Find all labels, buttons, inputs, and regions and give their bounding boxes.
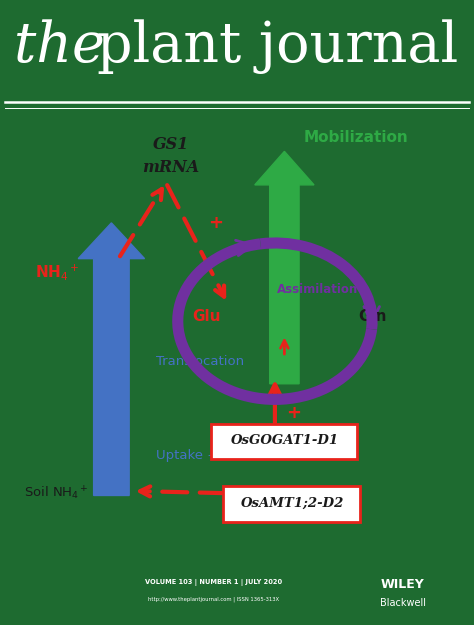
Text: Glu: Glu <box>192 309 220 324</box>
Text: Mobilization: Mobilization <box>303 131 408 146</box>
Text: http://www.theplantjournal.com | ISSN 1365-313X: http://www.theplantjournal.com | ISSN 13… <box>148 596 279 601</box>
Text: Blackwell: Blackwell <box>380 598 426 608</box>
Text: Gln: Gln <box>358 309 386 324</box>
FancyArrow shape <box>78 223 145 496</box>
Text: Uptake +: Uptake + <box>156 449 219 462</box>
FancyArrow shape <box>255 151 314 384</box>
Text: Translocation: Translocation <box>156 355 245 368</box>
Text: +: + <box>286 404 301 422</box>
Text: the: the <box>14 19 123 74</box>
FancyBboxPatch shape <box>211 424 357 459</box>
Text: Soil NH$_4$$^+$: Soil NH$_4$$^+$ <box>24 484 88 502</box>
Text: Assimilation: Assimilation <box>277 283 358 296</box>
Text: plant journal: plant journal <box>97 19 458 74</box>
Text: OsAMT1;2-D2: OsAMT1;2-D2 <box>241 497 344 510</box>
Text: WILEY: WILEY <box>381 578 425 591</box>
Text: GS1: GS1 <box>153 136 189 153</box>
FancyBboxPatch shape <box>223 486 360 522</box>
Text: OsGOGAT1-D1: OsGOGAT1-D1 <box>231 434 339 447</box>
Text: NH$_4$$^+$: NH$_4$$^+$ <box>35 262 79 282</box>
Text: +: + <box>208 214 223 232</box>
Text: VOLUME 103 | NUMBER 1 | JULY 2020: VOLUME 103 | NUMBER 1 | JULY 2020 <box>145 579 282 586</box>
Text: mRNA: mRNA <box>142 159 199 176</box>
